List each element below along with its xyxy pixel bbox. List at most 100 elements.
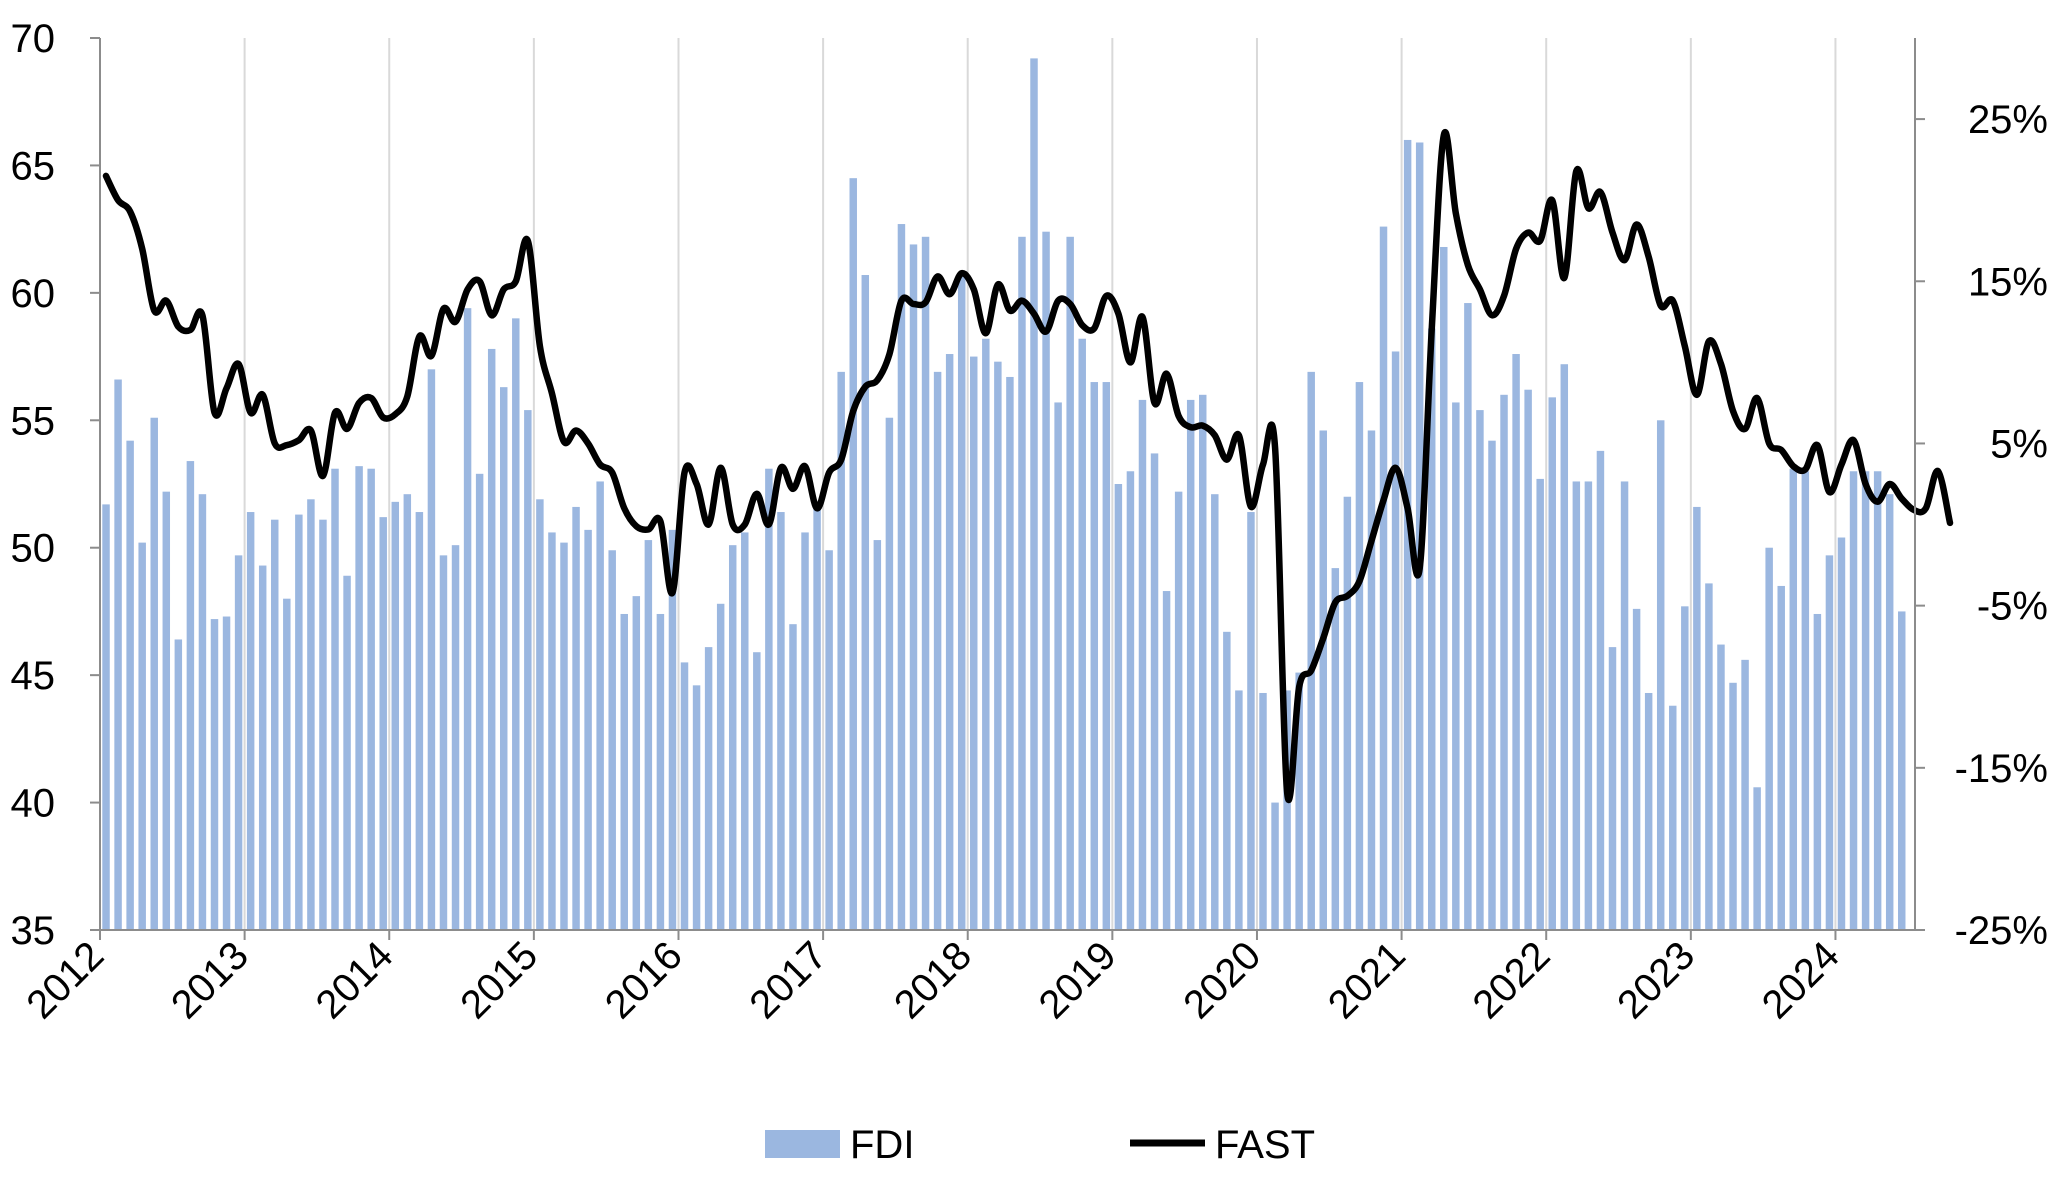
fdi-bar [102, 504, 110, 930]
right-axis-ticks: -25% -15% -5% 5% 15% 25% [1915, 98, 2048, 953]
fdi-bar [1849, 471, 1858, 930]
left-tick-label: 70 [11, 17, 56, 61]
x-tick-label: 2017 [741, 933, 835, 1027]
fdi-bar [1174, 491, 1183, 930]
fdi-bar [753, 652, 761, 930]
fdi-bar [1078, 338, 1086, 930]
fdi-bar [1500, 394, 1508, 930]
fdi-bar [933, 371, 942, 930]
legend-swatch-fdi [765, 1130, 840, 1158]
fdi-bar [849, 178, 857, 930]
fdi-bar [1789, 468, 1798, 930]
fdi-bar [1681, 606, 1689, 930]
x-tick-label: 2015 [452, 933, 546, 1027]
right-tick-label: 25% [1968, 98, 2048, 142]
fdi-bar [536, 499, 544, 930]
fdi-bar [1837, 537, 1846, 930]
fdi-bar [1584, 481, 1593, 930]
fdi-bar [596, 481, 604, 930]
fdi-bar [463, 308, 472, 930]
left-tick-label: 65 [11, 144, 56, 188]
x-tick-label: 2018 [886, 933, 980, 1027]
fdi-bar [1572, 481, 1581, 930]
fdi-bar [439, 555, 448, 930]
fdi-bar [403, 494, 412, 930]
fdi-bar [1427, 328, 1436, 931]
x-axis-ticks: 2012 2013 2014 2015 2016 2017 2018 2019 2020 2021… [18, 930, 1848, 1027]
fdi-bar [885, 417, 894, 930]
fdi-bar [632, 596, 641, 930]
fdi-bar [114, 379, 122, 931]
left-tick-label: 35 [11, 909, 56, 953]
fdi-bar [451, 545, 460, 930]
fdi-bar [1102, 382, 1111, 930]
fdi-bar [1331, 568, 1340, 930]
fdi-bar [415, 512, 424, 930]
fdi-bar [1403, 139, 1412, 930]
fdi-bar [1054, 402, 1062, 931]
left-tick-label: 45 [11, 654, 56, 698]
fdi-bar [1801, 471, 1810, 930]
fdi-bar [897, 224, 906, 930]
fdi-bar [1114, 484, 1123, 930]
right-tick-label: -5% [1977, 585, 2048, 629]
fdi-bar [138, 542, 146, 930]
fdi-bar [1355, 382, 1364, 930]
fdi-bar [1548, 397, 1556, 930]
fdi-bar [1223, 631, 1231, 930]
fdi-bar [1488, 440, 1496, 930]
fdi-bar [1066, 236, 1074, 930]
fdi-bar [608, 550, 616, 930]
left-tick-label: 60 [11, 272, 56, 316]
fdi-bar [1186, 399, 1195, 930]
fdi-bar [1162, 591, 1171, 930]
fdi-bar [994, 361, 1002, 930]
fdi-bar [620, 613, 628, 930]
fdi-bar [1524, 389, 1532, 930]
fdi-bar [1512, 354, 1520, 931]
fdi-bar [1729, 682, 1737, 930]
fdi-bar [1199, 394, 1207, 930]
fdi-bar [1379, 226, 1388, 930]
fdi-bar [1283, 690, 1291, 930]
fdi-bar [198, 494, 207, 930]
left-tick-label: 50 [11, 527, 56, 571]
fdi-bar [560, 542, 568, 930]
fdi-bar [295, 514, 303, 930]
fdi-bar [1247, 512, 1255, 930]
fdi-bar [283, 598, 291, 930]
fdi-bar [957, 272, 966, 930]
fdi-bar [1656, 420, 1665, 930]
fdi-bar [524, 410, 532, 930]
fdi-bar [1391, 351, 1400, 931]
fdi-bar [1813, 613, 1822, 930]
fdi-bar [644, 540, 653, 930]
fdi-bar [1861, 471, 1870, 930]
fdi-bar [716, 603, 725, 930]
fdi-bar [1705, 583, 1713, 930]
fdi-bar [1030, 58, 1038, 931]
fdi-bar [1042, 231, 1050, 931]
fdi-bar [1367, 430, 1376, 930]
fdi-bar [210, 619, 219, 930]
fdi-bar [1235, 690, 1243, 930]
fdi-bar [186, 461, 195, 930]
fdi-bar [945, 354, 954, 931]
fdi-bar [548, 532, 556, 930]
fdi-bar [499, 387, 508, 930]
fast-line [102, 128, 1954, 804]
fdi-bar [1873, 471, 1882, 930]
fdi-bar [1440, 246, 1448, 931]
fdi-bar [1271, 802, 1279, 930]
fdi-bar [1211, 494, 1219, 930]
fdi-bar [1536, 478, 1544, 930]
fdi-bar [789, 624, 797, 930]
axes [99, 38, 1916, 931]
left-tick-label: 40 [11, 782, 56, 826]
fdi-bar [970, 356, 978, 931]
right-tick-label: -25% [1955, 909, 2048, 953]
legend-label-fdi: FDI [850, 1123, 914, 1167]
fdi-bar [692, 685, 701, 930]
fdi-bar [379, 517, 387, 930]
fdi-bars [102, 58, 1906, 931]
